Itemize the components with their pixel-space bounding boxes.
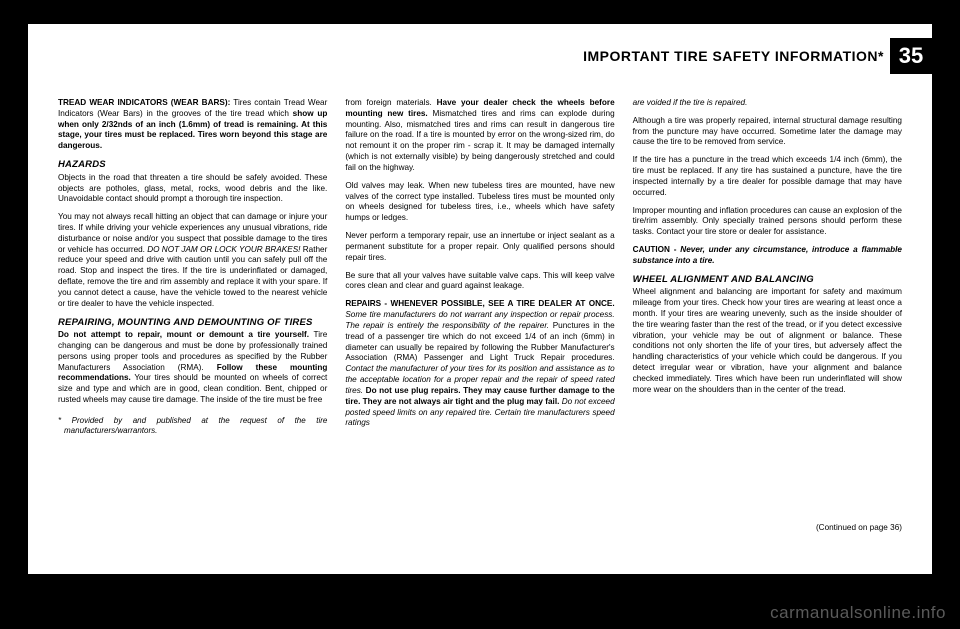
col2-p3: Never perform a temporary repair, use an… xyxy=(345,231,614,263)
document-page: IMPORTANT TIRE SAFETY INFORMATION* 35 TR… xyxy=(28,24,932,574)
brakes-warning: DO NOT JAM OR LOCK YOUR BRAKES! xyxy=(147,245,300,254)
tread-wear-lead: TREAD WEAR INDICATORS (WEAR BARS): xyxy=(58,98,230,107)
text: from foreign materials. xyxy=(345,98,436,107)
caution-paragraph: CAUTION - Never, under any circumstance,… xyxy=(633,245,902,267)
col2-p5: REPAIRS - WHENEVER POSSIBLE, SEE A TIRE … xyxy=(345,299,614,429)
repairing-heading: REPAIRING, MOUNTING AND DEMOUNTING OF TI… xyxy=(58,317,327,330)
col2-p1: from foreign materials. Have your dealer… xyxy=(345,98,614,174)
header-title: IMPORTANT TIRE SAFETY INFORMATION* xyxy=(583,48,890,64)
col3-p1: are voided if the tire is repaired. xyxy=(633,98,902,109)
col3-p4: Improper mounting and inflation procedur… xyxy=(633,206,902,238)
column-3: are voided if the tire is repaired. Alth… xyxy=(633,98,902,534)
caution-lead: CAUTION - xyxy=(633,245,681,254)
text: Mismatched tires and rims can explode du… xyxy=(345,109,614,172)
footnote: * Provided by and published at the reque… xyxy=(58,416,327,437)
repairs-lead: REPAIRS - WHENEVER POSSIBLE, SEE A TIRE … xyxy=(345,299,614,308)
alignment-heading: WHEEL ALIGNMENT AND BALANCING xyxy=(633,274,902,287)
col3-p2: Although a tire was properly repaired, i… xyxy=(633,116,902,148)
page-header: IMPORTANT TIRE SAFETY INFORMATION* 35 xyxy=(583,38,932,74)
column-2: from foreign materials. Have your dealer… xyxy=(345,98,614,534)
repairing-p1: Do not attempt to repair, mount or demou… xyxy=(58,330,327,406)
text: Rather reduce your speed and drive with … xyxy=(58,245,327,308)
text-bold: Do not attempt to repair, mount or demou… xyxy=(58,330,309,339)
hazards-p2: You may not always recall hitting an obj… xyxy=(58,212,327,309)
watermark: carmanualsonline.info xyxy=(770,603,946,623)
hazards-heading: HAZARDS xyxy=(58,159,327,172)
col3-p3: If the tire has a puncture in the tread … xyxy=(633,155,902,198)
tread-wear-paragraph: TREAD WEAR INDICATORS (WEAR BARS): Tires… xyxy=(58,98,327,152)
col2-p4: Be sure that all your valves have suitab… xyxy=(345,271,614,293)
content-columns: TREAD WEAR INDICATORS (WEAR BARS): Tires… xyxy=(58,98,902,534)
page-number-badge: 35 xyxy=(890,38,932,74)
hazards-p1: Objects in the road that threaten a tire… xyxy=(58,173,327,205)
column-1: TREAD WEAR INDICATORS (WEAR BARS): Tires… xyxy=(58,98,327,534)
continued-note: (Continued on page 36) xyxy=(816,523,902,534)
alignment-p1: Wheel alignment and balancing are import… xyxy=(633,287,902,395)
col2-p2: Old valves may leak. When new tubeless t… xyxy=(345,181,614,224)
